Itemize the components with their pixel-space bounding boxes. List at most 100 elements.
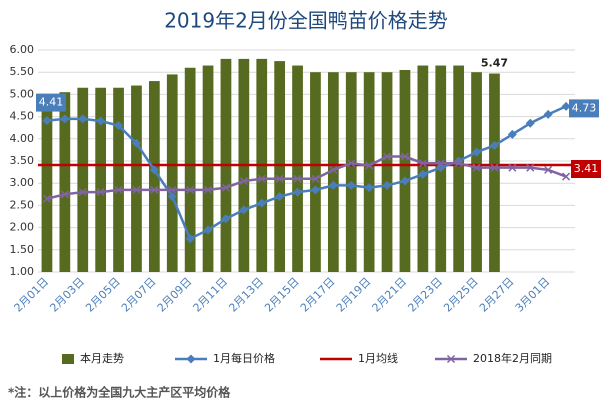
marker [168, 185, 177, 194]
marker [346, 180, 356, 190]
marker [203, 225, 213, 235]
x-tick-label: 2月21日 [370, 275, 410, 315]
value-label: 4.73 [572, 101, 597, 114]
bar [113, 87, 124, 273]
x-tick-label: 2月17日 [298, 275, 338, 315]
marker [526, 163, 535, 172]
marker [562, 172, 571, 181]
legend-label: 1月每日价格 [213, 351, 275, 365]
bar [59, 92, 71, 273]
marker [78, 188, 87, 197]
marker [257, 198, 267, 208]
marker [383, 152, 392, 161]
bar [345, 72, 357, 272]
x-tick-label: 3月01日 [513, 275, 553, 315]
marker [96, 116, 106, 126]
marker [167, 192, 177, 202]
value-label-box [36, 93, 66, 112]
marker [275, 192, 285, 202]
value-label-box [569, 99, 599, 118]
marker [454, 159, 463, 168]
bar [310, 72, 321, 272]
value-label-box [571, 159, 601, 178]
bar [327, 72, 339, 272]
y-tick-label: 3.00 [10, 176, 35, 189]
marker [472, 147, 482, 157]
y-tick-label: 5.00 [10, 87, 35, 100]
marker [507, 129, 517, 139]
marker [239, 176, 248, 186]
marker [186, 185, 195, 194]
bar [292, 65, 303, 272]
marker [400, 152, 409, 161]
legend-marker [446, 354, 456, 364]
marker [221, 214, 231, 224]
legend-marker [186, 354, 196, 364]
marker [418, 169, 428, 179]
marker [347, 159, 356, 168]
marker [400, 176, 410, 186]
marker [149, 165, 159, 175]
x-tick-label: 2月23日 [405, 275, 445, 315]
marker [60, 190, 69, 199]
marker [78, 114, 88, 124]
marker [329, 165, 338, 174]
marker [96, 188, 105, 197]
bar-value-label: 5.47 [481, 57, 508, 70]
marker [131, 138, 141, 148]
marker [185, 234, 195, 244]
marker [418, 159, 427, 168]
x-tick-label: 2月09日 [155, 275, 195, 315]
legend-label: 本月走势 [80, 351, 124, 365]
marker [239, 205, 249, 215]
bar [41, 94, 53, 273]
x-tick-label: 2月15日 [262, 275, 302, 315]
bar [148, 81, 160, 272]
line [46, 105, 567, 241]
marker [472, 163, 481, 172]
bar [417, 65, 429, 272]
marker [114, 185, 123, 194]
marker [544, 165, 553, 174]
bar [131, 85, 142, 273]
marker [525, 118, 535, 128]
y-tick-label: 5.50 [10, 65, 35, 78]
legend-label: 2018年2月同期 [473, 351, 552, 365]
legend-label: 1月均线 [358, 351, 398, 365]
marker [114, 120, 124, 130]
marker [490, 163, 499, 172]
marker [543, 109, 553, 119]
y-tick-label: 2.00 [10, 221, 35, 234]
x-tick-label: 2月13日 [226, 275, 266, 315]
marker [489, 140, 499, 150]
footnote: *注：以上价格为全国九大主产区平均价格 [8, 385, 231, 400]
x-tick-label: 2月03日 [47, 275, 87, 315]
chart-title: 2019年2月份全国鸭苗价格走势 [164, 9, 448, 33]
x-tick-label: 2月01日 [12, 275, 52, 315]
marker [132, 185, 141, 194]
x-tick-label: 2月11日 [191, 275, 231, 315]
marker [257, 174, 266, 183]
y-tick-label: 1.00 [10, 265, 35, 278]
marker [150, 185, 159, 194]
marker [293, 187, 303, 197]
bar [77, 87, 89, 273]
marker [436, 159, 445, 168]
marker [382, 180, 392, 190]
marker [275, 174, 284, 183]
y-tick-label: 4.50 [10, 110, 35, 123]
y-tick-label: 3.50 [10, 154, 35, 167]
bar [453, 65, 465, 272]
y-tick-label: 1.50 [10, 243, 35, 256]
marker [204, 185, 213, 194]
bar [95, 87, 107, 273]
marker [221, 183, 230, 192]
marker [310, 185, 320, 195]
line [46, 155, 567, 200]
marker [311, 174, 320, 183]
bar [166, 74, 178, 272]
y-tick-label: 4.00 [10, 132, 35, 145]
marker [365, 161, 374, 170]
x-tick-label: 2月19日 [334, 275, 374, 315]
